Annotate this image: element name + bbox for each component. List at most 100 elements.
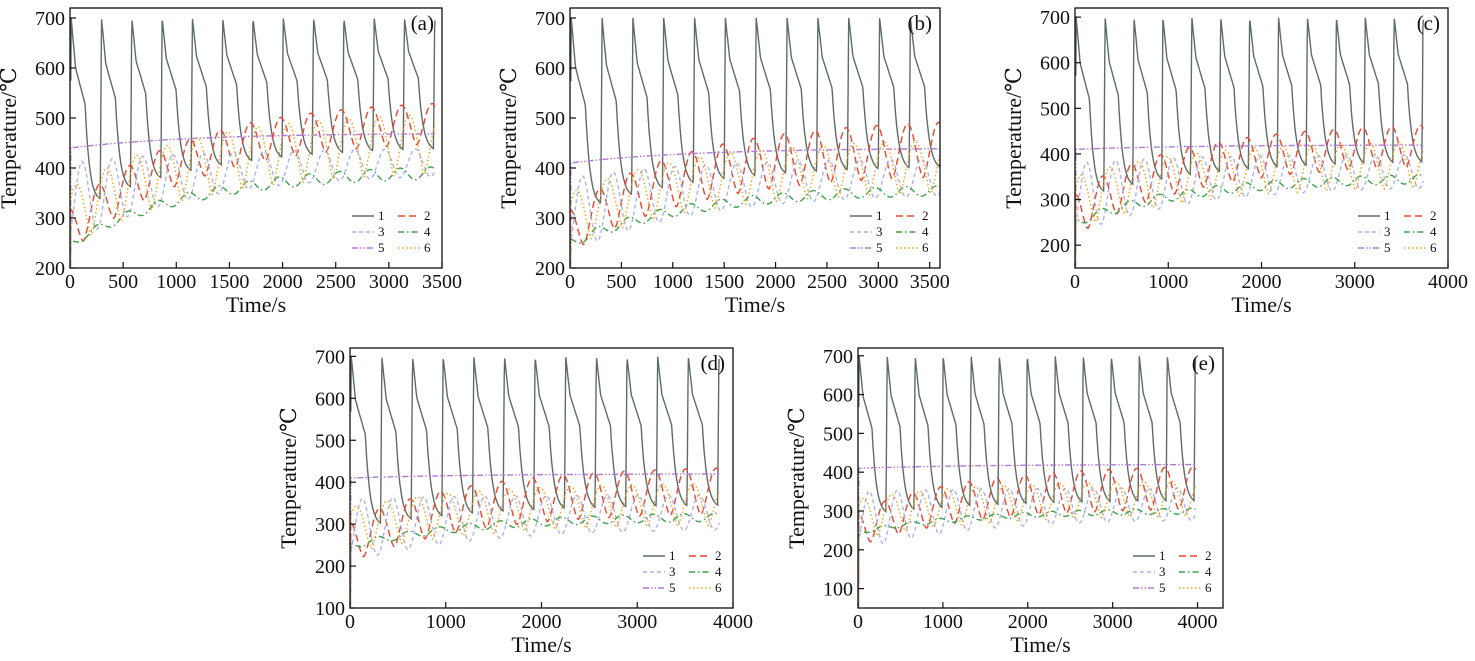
y-tick-label: 700 (315, 346, 345, 368)
legend-label-1: 1 (1384, 208, 1391, 223)
x-tick-label: 4000 (713, 611, 753, 633)
series-line-1 (1075, 16, 1424, 193)
series-line-2 (350, 467, 720, 607)
series-line-1 (570, 17, 940, 204)
y-tick-label: 400 (823, 462, 853, 484)
legend-label-2: 2 (424, 208, 431, 223)
panel-label: (b) (908, 11, 933, 35)
plot-frame (569, 7, 941, 269)
panel-label: (d) (701, 351, 726, 375)
x-axis-title: Time/s (511, 632, 571, 657)
x-tick-label: 3000 (369, 271, 409, 293)
legend-label-2: 2 (922, 208, 929, 223)
series-line-4 (1075, 173, 1424, 267)
series-line-2 (570, 121, 940, 267)
x-tick-label: 1000 (426, 611, 466, 633)
y-tick-label: 500 (315, 430, 345, 452)
y-tick-label: 300 (1040, 190, 1070, 212)
legend-label-5: 5 (1384, 240, 1391, 255)
legend-label-6: 6 (1205, 580, 1212, 595)
x-tick-label: 1000 (923, 611, 963, 633)
legend-label-5: 5 (378, 240, 385, 255)
x-tick-label: 3000 (1335, 271, 1375, 293)
legend-label-2: 2 (715, 548, 722, 563)
x-tick-label: 0 (1070, 271, 1080, 293)
series-group (70, 17, 436, 267)
x-tick-label: 3000 (858, 271, 898, 293)
series-line-4 (570, 185, 940, 267)
plot-frame (857, 347, 1224, 609)
x-tick-label: 3500 (910, 271, 950, 293)
legend-label-5: 5 (876, 240, 883, 255)
panel-label: (e) (1192, 351, 1215, 375)
legend-label-4: 4 (1430, 224, 1437, 239)
y-axis-title: Temperature/℃ (276, 407, 301, 549)
series-line-5 (350, 473, 720, 607)
legend-label-6: 6 (922, 240, 929, 255)
legend-label-3: 3 (1384, 224, 1391, 239)
plot-frame (1074, 7, 1449, 269)
x-tick-label: 4000 (1428, 271, 1468, 293)
legend-label-2: 2 (1205, 548, 1212, 563)
series-line-3 (350, 494, 720, 607)
y-tick-label: 600 (35, 58, 65, 80)
y-axis-title: Temperature/℃ (0, 67, 21, 209)
x-tick-label: 3500 (422, 271, 462, 293)
panel-label: (c) (1417, 11, 1440, 35)
series-group (570, 17, 940, 267)
y-tick-label: 200 (535, 258, 565, 280)
legend-label-4: 4 (715, 564, 722, 579)
x-tick-label: 4000 (1178, 611, 1218, 633)
y-tick-label: 500 (1040, 98, 1070, 120)
x-axis-title: Time/s (725, 292, 785, 317)
legend-label-4: 4 (1205, 564, 1212, 579)
x-axis-title: Time/s (226, 292, 286, 317)
legend-label-3: 3 (669, 564, 676, 579)
y-tick-label: 700 (823, 346, 853, 368)
y-tick-label: 700 (1040, 7, 1070, 29)
y-tick-label: 200 (823, 540, 853, 562)
x-axis-title: Time/s (1231, 292, 1291, 317)
y-tick-label: 100 (315, 598, 345, 620)
y-tick-label: 400 (535, 158, 565, 180)
series-line-2 (858, 466, 1197, 607)
series-line-6 (70, 114, 436, 267)
x-axis-title: Time/s (1010, 632, 1070, 657)
legend-label-3: 3 (876, 224, 883, 239)
x-tick-label: 3000 (1093, 611, 1133, 633)
y-tick-label: 200 (35, 258, 65, 280)
y-tick-label: 600 (1040, 53, 1070, 75)
y-tick-label: 700 (35, 8, 65, 30)
legend-label-6: 6 (424, 240, 431, 255)
y-tick-label: 700 (535, 8, 565, 30)
legend-label-1: 1 (876, 208, 883, 223)
y-tick-label: 100 (823, 579, 853, 601)
series-line-1 (70, 17, 436, 200)
x-tick-label: 0 (853, 611, 863, 633)
y-axis-title: Temperature/℃ (1001, 67, 1026, 209)
y-tick-label: 400 (35, 158, 65, 180)
series-group (1075, 16, 1424, 267)
series-group (858, 355, 1197, 607)
x-tick-label: 500 (108, 271, 138, 293)
y-tick-label: 300 (35, 208, 65, 230)
x-tick-label: 2000 (522, 611, 562, 633)
x-tick-label: 0 (345, 611, 355, 633)
x-tick-label: 2000 (1008, 611, 1048, 633)
y-tick-label: 300 (535, 208, 565, 230)
y-tick-label: 200 (1040, 235, 1070, 257)
x-tick-label: 0 (565, 271, 575, 293)
x-tick-label: 1000 (1148, 271, 1188, 293)
chart-panel-1: 0 500 1000 1500 2000 2500 3000 3500 200 300 400 500… (496, 7, 950, 317)
y-tick-label: 600 (535, 58, 565, 80)
series-line-4 (350, 512, 720, 607)
legend-label-4: 4 (424, 224, 431, 239)
legend-label-5: 5 (669, 580, 676, 595)
x-tick-label: 2500 (807, 271, 847, 293)
x-tick-label: 2500 (316, 271, 356, 293)
series-line-6 (1075, 141, 1424, 267)
legend-label-1: 1 (1159, 548, 1166, 563)
series-line-1 (858, 355, 1197, 513)
y-tick-label: 500 (823, 423, 853, 445)
